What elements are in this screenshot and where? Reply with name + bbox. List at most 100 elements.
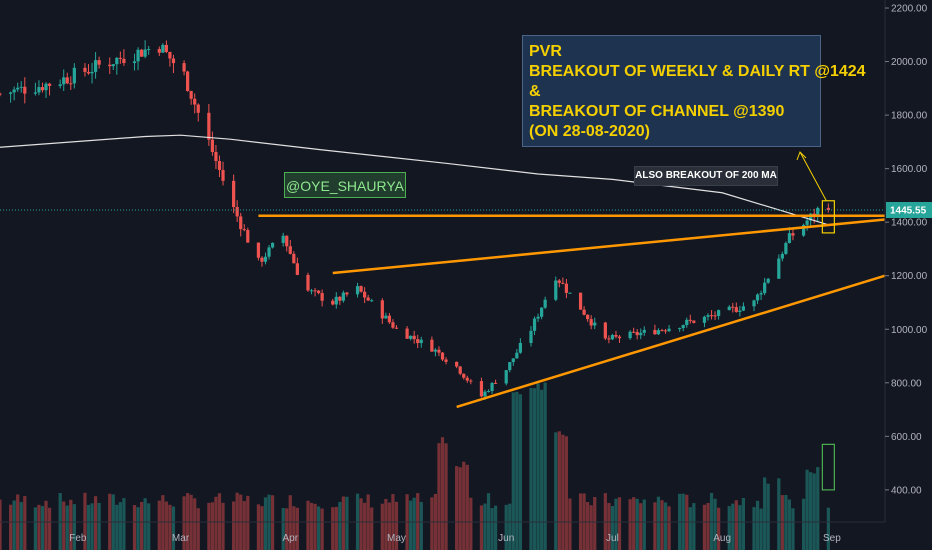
candle-body	[189, 91, 193, 99]
volume-bar	[171, 506, 176, 550]
volume-bar	[458, 467, 462, 550]
volume-bar	[561, 434, 565, 550]
candle-body	[692, 320, 696, 323]
volume-bar	[532, 388, 537, 550]
volume-bar	[83, 492, 87, 550]
y-tick-label: 1400.00	[891, 218, 928, 229]
candle-body	[511, 358, 515, 363]
volume-bar	[511, 392, 515, 550]
volume-bar	[713, 498, 717, 550]
candle-body	[157, 49, 161, 53]
volume-bar	[147, 503, 151, 550]
candle-body	[33, 92, 38, 94]
channel-upper-line[interactable]	[332, 218, 886, 275]
y-tick-label: 1000.00	[891, 325, 928, 336]
candle-body	[490, 382, 494, 391]
volume-bar	[380, 503, 384, 550]
candle-body	[370, 300, 374, 302]
volume-bar	[136, 507, 140, 550]
volume-bar	[306, 500, 310, 550]
candle-body	[47, 83, 52, 86]
breakout-note[interactable]: PVR BREAKOUT OF WEEKLY & DAILY RT @1424 …	[522, 35, 866, 147]
volume-bar	[164, 501, 168, 550]
candle-body	[334, 296, 338, 305]
volume-bar	[752, 507, 756, 550]
candle-body	[320, 293, 324, 301]
volume-bar	[702, 504, 707, 550]
candle-body	[635, 332, 639, 336]
volume-bar	[270, 495, 275, 550]
volume-bar	[44, 500, 48, 550]
volume-bar	[221, 502, 225, 550]
volume-bar	[717, 507, 721, 550]
volume-bar	[320, 508, 324, 550]
candle-body	[214, 151, 218, 162]
volume-bar	[394, 501, 399, 550]
candle-body	[805, 220, 809, 225]
volume-bar	[692, 503, 696, 550]
volume-bar	[628, 499, 632, 550]
candle-body	[345, 292, 349, 295]
candle-body	[363, 291, 367, 298]
candle-body	[437, 349, 441, 353]
candle-body	[193, 98, 197, 105]
candle-body	[366, 297, 370, 301]
candle-body	[292, 253, 296, 264]
volume-bar	[734, 500, 738, 550]
candle-body	[685, 319, 689, 326]
candle-body	[136, 49, 140, 62]
candle-body	[433, 349, 438, 352]
volume-bar	[40, 506, 45, 550]
volume-bar	[313, 503, 317, 550]
candle-body	[19, 86, 23, 88]
channel-lower-line[interactable]	[456, 274, 886, 409]
candle-body	[444, 359, 448, 362]
volume-bar	[118, 502, 122, 550]
candle-body	[826, 207, 830, 210]
candle-body	[118, 57, 122, 59]
volume-bar	[33, 507, 38, 550]
volume-bar	[805, 469, 809, 550]
volume-bar	[62, 501, 66, 550]
volume-bars	[0, 382, 830, 550]
volume-bar	[47, 507, 52, 550]
candle-body	[12, 89, 16, 93]
candle-body	[738, 310, 742, 312]
candle-body	[260, 257, 264, 262]
volume-bar	[543, 382, 547, 550]
candle-body	[607, 338, 611, 340]
candle-body	[777, 258, 781, 279]
candle-body	[557, 280, 561, 283]
volume-bar	[660, 500, 664, 550]
last-price-tag	[886, 201, 932, 218]
volume-bar	[193, 498, 197, 550]
candle-body	[115, 57, 119, 65]
volume-bar	[564, 436, 569, 550]
volume-bar	[617, 497, 622, 550]
y-tick-label: 800.00	[891, 378, 922, 389]
trendlines[interactable]	[258, 214, 886, 409]
volume-bar	[9, 504, 13, 550]
volume-bar	[791, 508, 795, 550]
candle-body	[40, 87, 45, 91]
volume-bar	[295, 507, 299, 550]
candle-body	[221, 169, 225, 181]
volume-bar	[37, 504, 41, 550]
candle-body	[632, 331, 636, 333]
candle-body	[65, 77, 69, 84]
volume-bar	[288, 495, 292, 550]
candle-body	[430, 339, 434, 352]
candle-body	[816, 207, 820, 217]
volume-bar	[515, 391, 519, 550]
volume-bar	[557, 431, 561, 550]
volume-bar	[536, 383, 540, 550]
volume-bar	[508, 503, 512, 550]
candle-body	[37, 87, 41, 93]
candle-body	[479, 381, 484, 397]
candle-body	[610, 335, 615, 340]
candle-body	[196, 104, 200, 113]
candle-body	[97, 60, 101, 65]
candle-body	[313, 290, 317, 292]
candle-body	[639, 332, 643, 336]
volume-bar	[316, 506, 321, 550]
